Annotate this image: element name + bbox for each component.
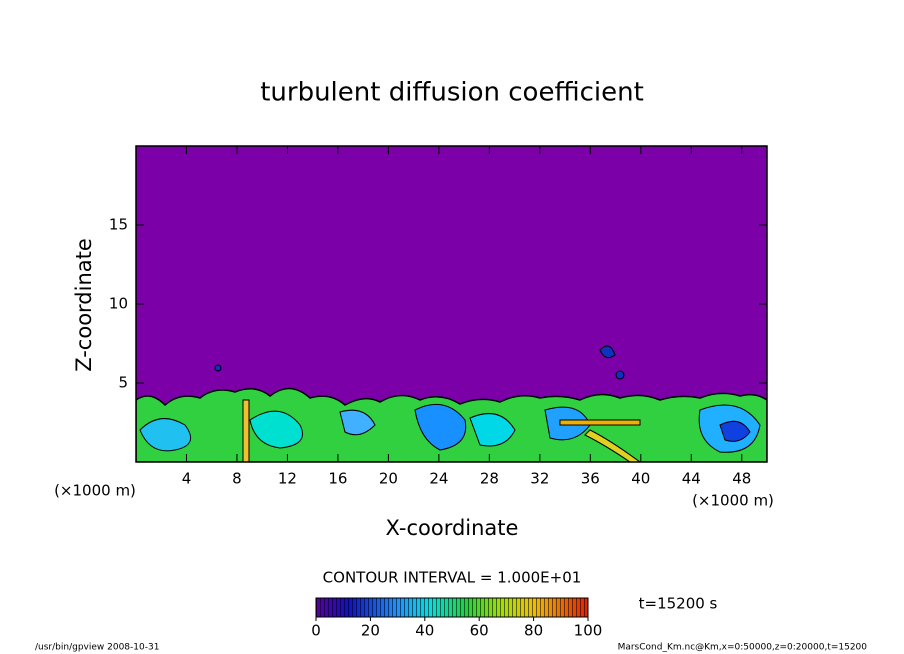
footer-left: /usr/bin/gpview 2008-10-31	[35, 643, 159, 653]
x-unit-label: (×1000 m)	[54, 482, 136, 500]
y-tick-label: 10	[109, 295, 128, 313]
x-tick-label: 8	[232, 470, 242, 488]
x-tick-label: 24	[429, 470, 448, 488]
colorbar-tick-label: 40	[415, 622, 434, 640]
x-axis-label: X-coordinate	[386, 516, 519, 540]
time-label: t=15200 s	[639, 595, 718, 613]
x-tick-label: 20	[379, 470, 398, 488]
x-unit-label: (×1000 m)	[692, 492, 774, 510]
x-tick-label: 36	[581, 470, 600, 488]
footer-right: MarsCond_Km.nc@Km,x=0:50000,z=0:20000,t=…	[618, 643, 868, 653]
x-tick-label: 44	[682, 470, 701, 488]
x-tick-label: 32	[530, 470, 549, 488]
x-tick-label: 4	[182, 470, 192, 488]
x-tick-label: 12	[278, 470, 297, 488]
y-tick-label: 5	[118, 374, 128, 392]
x-tick-label: 28	[480, 470, 499, 488]
x-tick-label: 40	[631, 470, 650, 488]
y-tick-label: 15	[109, 216, 128, 234]
colorbar-tick-label: 100	[574, 622, 603, 640]
colorbar-tick-label: 60	[470, 622, 489, 640]
chart-title: turbulent diffusion coefficient	[260, 78, 644, 108]
colorbar-tick-label: 20	[361, 622, 380, 640]
colorbar-tick-label: 0	[311, 622, 321, 640]
x-tick-label: 48	[732, 470, 751, 488]
y-axis-label: Z-coordinate	[72, 238, 96, 372]
x-tick-label: 16	[328, 470, 347, 488]
field	[136, 345, 767, 462]
colorbar-tick-label: 80	[524, 622, 543, 640]
contour-interval: CONTOUR INTERVAL = 1.000E+01	[323, 569, 582, 587]
colorbar-frame	[315, 597, 589, 618]
